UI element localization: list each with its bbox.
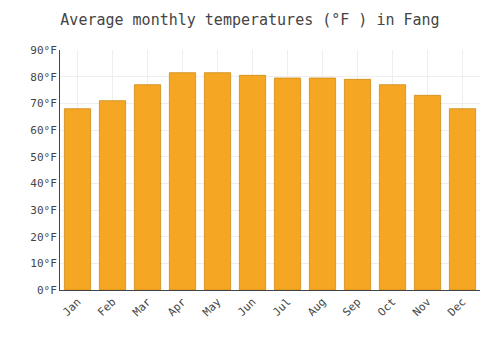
svg-text:50°F: 50°F [30,151,57,164]
svg-text:Nov: Nov [410,295,434,319]
svg-text:Average monthly temperatures (: Average monthly temperatures (°F ) in Fa… [60,11,439,29]
svg-text:60°F: 60°F [30,124,57,137]
svg-text:40°F: 40°F [30,177,57,190]
svg-text:0°F: 0°F [37,284,57,297]
svg-text:Mar: Mar [130,295,154,319]
svg-text:70°F: 70°F [30,97,57,110]
svg-text:Jul: Jul [270,296,293,319]
svg-text:Jun: Jun [235,296,258,319]
svg-text:80°F: 80°F [30,71,57,84]
svg-text:May: May [200,295,224,319]
svg-text:Aug: Aug [305,296,328,319]
svg-text:Oct: Oct [375,296,398,319]
svg-text:Sep: Sep [340,296,363,319]
svg-text:Dec: Dec [445,296,468,319]
svg-text:20°F: 20°F [30,231,57,244]
svg-text:Apr: Apr [165,295,189,319]
svg-text:30°F: 30°F [30,204,57,217]
svg-text:10°F: 10°F [30,257,57,270]
svg-text:Feb: Feb [95,296,118,319]
svg-text:90°F: 90°F [30,44,57,57]
svg-text:Jan: Jan [60,296,83,319]
